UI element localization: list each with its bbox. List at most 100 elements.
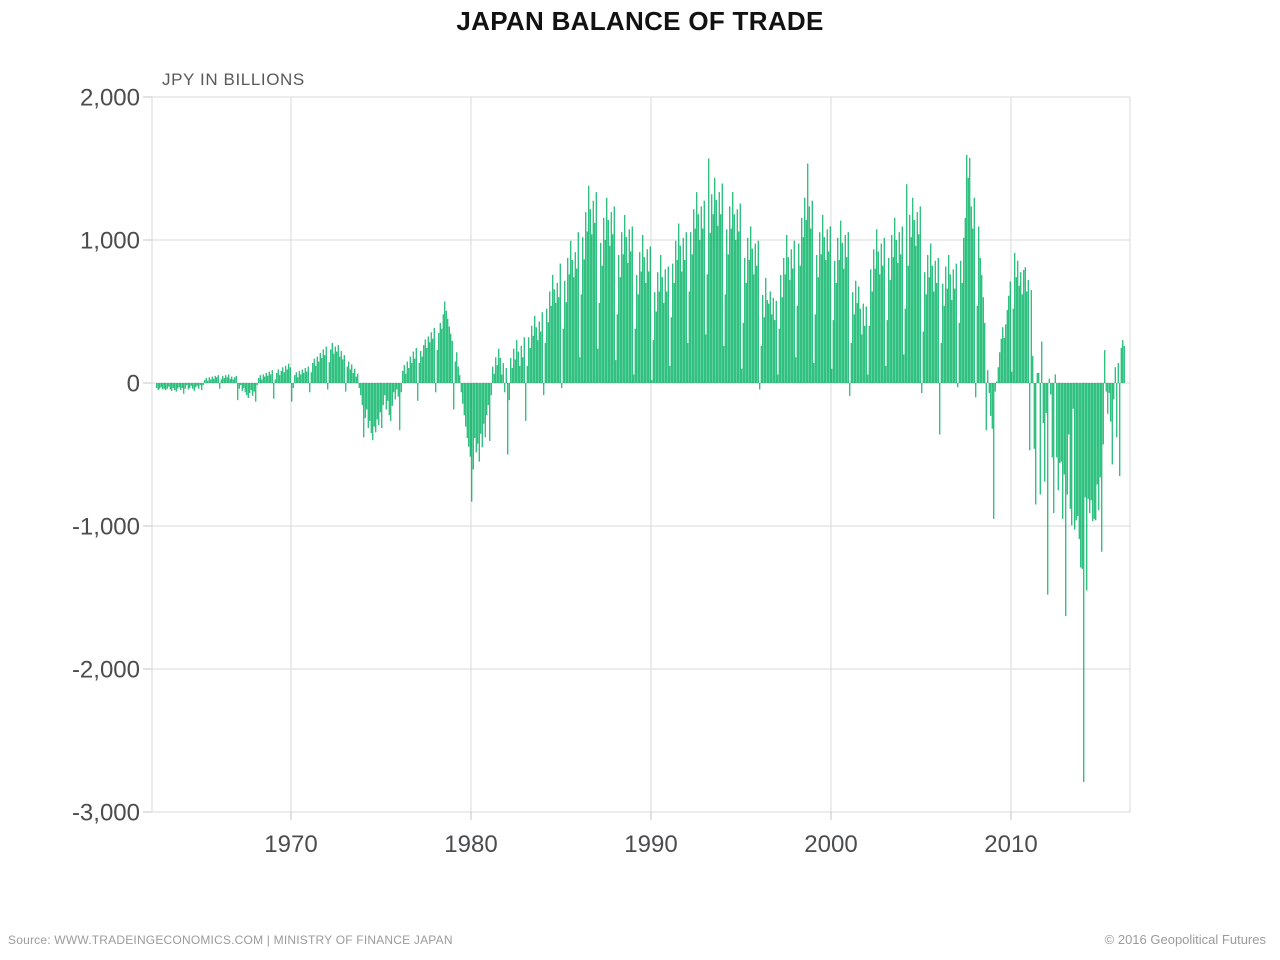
bar [540, 331, 542, 383]
bar [1015, 277, 1017, 383]
bar [801, 217, 803, 383]
bar [367, 383, 369, 429]
bar [778, 328, 780, 383]
bar [705, 334, 707, 383]
bar [955, 263, 957, 383]
bar [865, 306, 867, 383]
bar [555, 302, 557, 383]
bar [979, 257, 981, 384]
bar [463, 383, 465, 416]
bar [927, 255, 929, 383]
bar [912, 197, 914, 383]
bar [825, 260, 827, 383]
bar [660, 255, 662, 383]
bar [880, 243, 882, 383]
bar [688, 291, 690, 383]
bar [642, 235, 644, 383]
bar [1107, 383, 1109, 414]
bar [987, 370, 989, 383]
bar [723, 345, 725, 383]
bar [1066, 383, 1068, 495]
bar [975, 383, 977, 398]
bar [930, 243, 932, 383]
bar [769, 291, 771, 383]
bar [973, 197, 975, 383]
bar [877, 251, 879, 383]
bar [682, 237, 684, 383]
bar [280, 370, 282, 383]
bar [874, 268, 876, 383]
bar [781, 297, 783, 383]
bar [868, 325, 870, 383]
bar [901, 226, 903, 383]
bar [867, 374, 869, 383]
bar [843, 268, 845, 383]
bar [538, 321, 540, 383]
bar [664, 269, 666, 383]
bar [274, 379, 276, 383]
bar [220, 379, 222, 383]
bar [766, 300, 768, 383]
bar [780, 275, 782, 383]
bar [417, 383, 419, 401]
bar [345, 383, 347, 392]
bar [945, 266, 947, 383]
bar [250, 383, 252, 391]
bar [201, 383, 203, 391]
bar [663, 302, 665, 383]
bar [829, 226, 831, 383]
bar [598, 302, 600, 383]
bar [303, 372, 305, 383]
bar [424, 339, 426, 383]
bar [1030, 290, 1032, 383]
bar [726, 229, 728, 383]
bar [1042, 383, 1044, 424]
bar [270, 374, 272, 383]
bar [228, 374, 230, 383]
bar [1054, 374, 1056, 383]
x-tick-label: 2000 [804, 831, 857, 858]
bar [568, 274, 570, 383]
bar [255, 383, 257, 402]
bar [547, 322, 549, 383]
bar [157, 383, 159, 391]
bar [552, 275, 554, 383]
bar [430, 332, 432, 383]
bar [438, 332, 440, 383]
bar [315, 365, 317, 383]
bar [388, 383, 390, 416]
bar [285, 365, 287, 383]
bar [1108, 383, 1110, 394]
bar [709, 232, 711, 383]
bar [883, 237, 885, 383]
bar [219, 383, 221, 389]
bar [204, 380, 206, 383]
bar [372, 383, 374, 441]
bar [477, 383, 479, 444]
bar [618, 255, 620, 383]
bar [910, 237, 912, 383]
bar [712, 214, 714, 383]
bar [324, 355, 326, 383]
bar [589, 209, 591, 383]
bar [484, 383, 486, 438]
bar [1086, 383, 1088, 591]
bar [381, 383, 383, 429]
bar [490, 383, 492, 396]
bar [1062, 383, 1064, 519]
bar [258, 378, 260, 383]
bar [640, 271, 642, 383]
bar [655, 311, 657, 383]
bar [1074, 383, 1076, 530]
bar [921, 383, 923, 394]
bar [747, 237, 749, 383]
bar [474, 383, 476, 439]
bar [717, 225, 719, 383]
bar [897, 262, 899, 383]
bar [1033, 383, 1035, 449]
bar [171, 383, 173, 391]
bar [468, 383, 470, 447]
bar [946, 288, 948, 383]
bar [241, 383, 243, 391]
bar [646, 249, 648, 383]
